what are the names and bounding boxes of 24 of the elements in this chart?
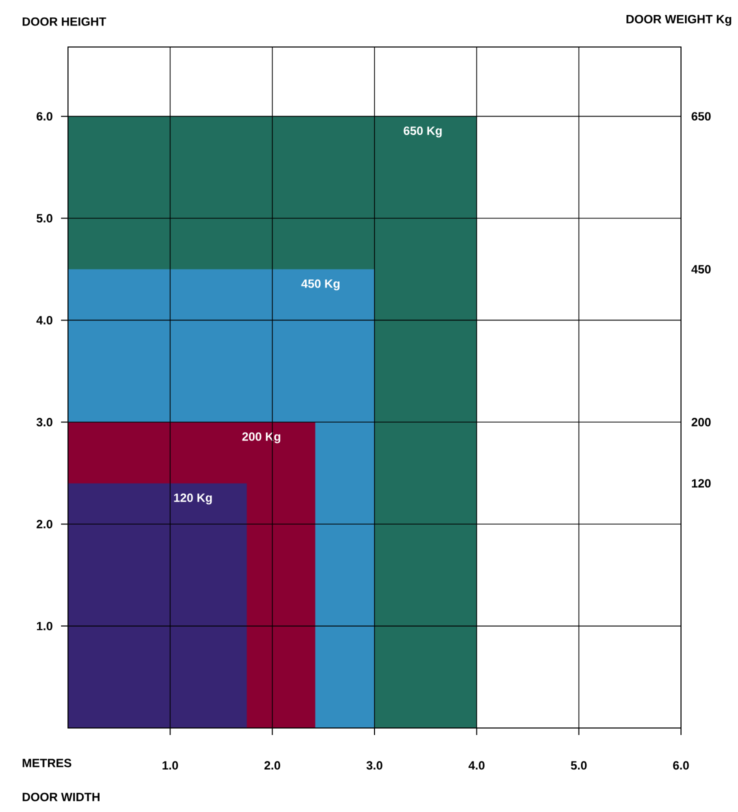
y-tick-label: 3.0 xyxy=(36,418,52,426)
annotation: 450 Kg xyxy=(301,279,340,290)
x-tick-label: 2.0 xyxy=(264,761,280,770)
x-tick-label: 3.0 xyxy=(366,761,382,770)
y2-axis-title: DOOR WEIGHT Kg xyxy=(626,14,732,26)
x-tick-label: 6.0 xyxy=(673,761,689,770)
y-tick-label: 1.0 xyxy=(36,622,52,630)
annotation: 120 Kg xyxy=(174,494,212,504)
y-tick-label: 6.0 xyxy=(36,112,52,121)
x-tick-label: 5.0 xyxy=(570,761,587,770)
y-tick-label: 2.0 xyxy=(36,520,52,528)
text: 450 xyxy=(691,265,711,274)
text: 120 xyxy=(692,479,711,488)
x-tick-label: 4.0 xyxy=(468,761,484,770)
y-tick-label: 4.0 xyxy=(36,316,52,324)
annotation: 200 Kg xyxy=(242,432,280,444)
text: 650 xyxy=(692,112,711,121)
y-axis-title: DOOR HEIGHT xyxy=(22,17,106,26)
x-axis-title: DOOR WIDTH xyxy=(22,792,100,802)
annotation: 650 Kg xyxy=(404,126,442,138)
x-tick-label: 1.0 xyxy=(162,761,178,770)
text: 200 xyxy=(692,418,711,426)
y-tick-label: 5.0 xyxy=(36,214,52,222)
text: METRES xyxy=(22,758,72,768)
